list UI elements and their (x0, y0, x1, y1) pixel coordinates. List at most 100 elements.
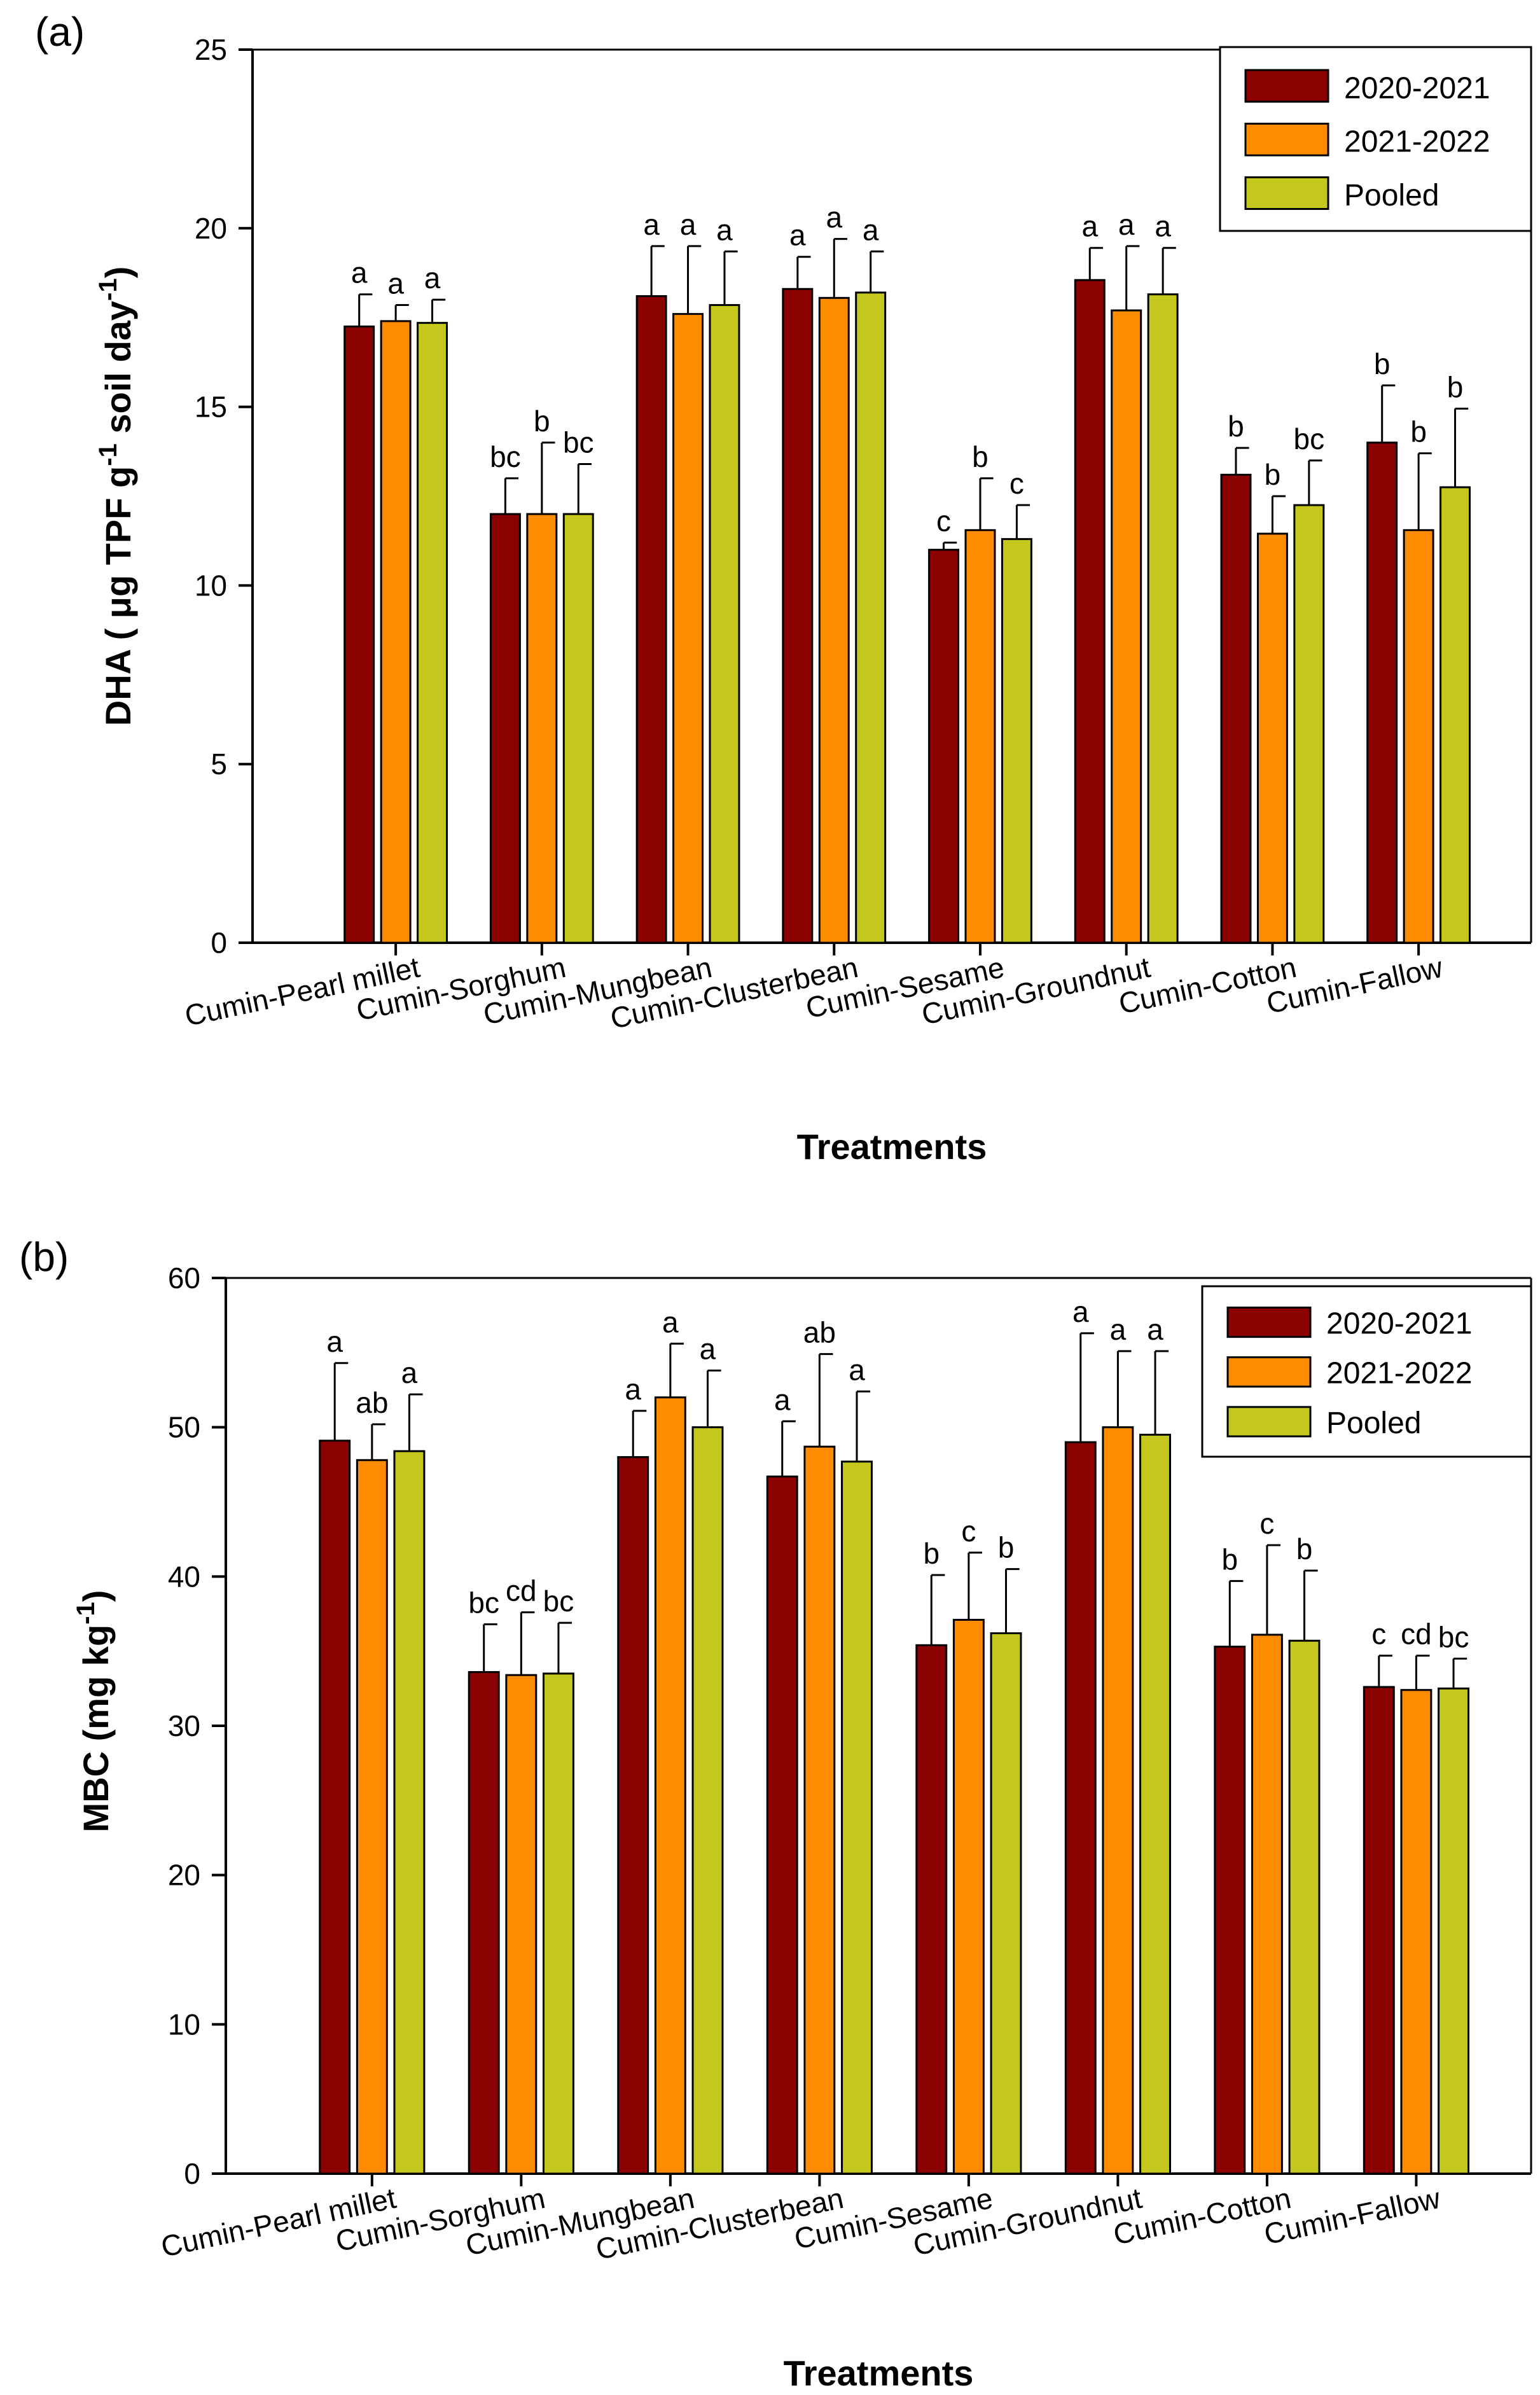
bar (343, 325, 375, 944)
significance-letter: a (662, 1305, 679, 1338)
y-tick-label: 40 (168, 1560, 200, 1593)
significance-letter: a (1072, 1295, 1089, 1328)
significance-letter: a (625, 1373, 641, 1406)
significance-letter: cd (1401, 1618, 1432, 1651)
significance-letter: b (534, 405, 550, 438)
x-axis-title: Treatments (797, 1127, 987, 1167)
significance-letter: a (700, 1332, 716, 1365)
panel-label: (a) (35, 9, 85, 55)
significance-letter: bc (1438, 1620, 1469, 1653)
bar (1256, 532, 1288, 944)
y-tick-label: 10 (168, 2008, 200, 2041)
bar (1366, 441, 1398, 944)
significance-letter: bc (1294, 422, 1325, 455)
panel-label: (b) (19, 1234, 69, 1280)
significance-letter: bc (468, 1586, 499, 1619)
bar (356, 1459, 388, 2175)
bar (393, 1450, 426, 2175)
significance-letter: bc (543, 1585, 574, 1618)
significance-letter: c (1259, 1507, 1274, 1540)
significance-letter: b (1374, 347, 1391, 380)
bar (1251, 1634, 1283, 2175)
legend-swatch (1244, 122, 1329, 156)
bar (319, 1440, 351, 2175)
y-tick-label: 0 (211, 926, 227, 959)
bar (1214, 1646, 1246, 2175)
bar (855, 291, 887, 944)
bar (915, 1644, 948, 2175)
bar (1064, 1441, 1097, 2175)
legend-label: 2021-2022 (1326, 1357, 1473, 1391)
bar (543, 1672, 574, 2175)
significance-letter: c (1009, 467, 1024, 500)
bar (562, 513, 594, 944)
y-tick-label: 15 (195, 391, 227, 424)
bar (1001, 538, 1032, 944)
y-tick-label: 25 (195, 33, 227, 66)
significance-letter: a (401, 1356, 418, 1389)
significance-letter: b (1228, 410, 1244, 443)
y-tick-label: 10 (195, 569, 227, 602)
significance-letter: b (1221, 1543, 1238, 1576)
significance-letter: b (1265, 458, 1281, 491)
significance-letter: a (863, 213, 879, 246)
significance-letter: ab (803, 1316, 836, 1349)
bar (1111, 309, 1142, 944)
y-tick-label: 30 (168, 1709, 200, 1742)
significance-letter: a (1110, 1313, 1127, 1346)
bar (841, 1461, 873, 2175)
bar (964, 529, 996, 944)
legend-label: Pooled (1326, 1406, 1421, 1440)
bar (928, 548, 960, 944)
significance-letter: c (961, 1515, 976, 1548)
significance-letter: a (826, 201, 842, 234)
bar (1438, 1687, 1470, 2175)
significance-letter: a (680, 208, 697, 241)
significance-letter: a (643, 208, 660, 241)
y-axis-title: MBC (mg kg-1) (72, 1590, 116, 1833)
bar (952, 1618, 985, 2175)
significance-letter: a (849, 1353, 865, 1386)
bar (526, 513, 558, 944)
significance-letter: a (351, 256, 368, 289)
legend-swatch (1244, 69, 1329, 103)
significance-letter: ab (356, 1386, 388, 1419)
legend-label: 2020-2021 (1344, 71, 1490, 105)
significance-letter: c (1371, 1618, 1386, 1651)
bar (766, 1475, 798, 2175)
significance-letter: bc (563, 426, 594, 459)
significance-letter: b (1447, 370, 1464, 403)
significance-letter: cd (506, 1574, 537, 1607)
y-tick-label: 60 (168, 1261, 200, 1295)
bar (654, 1396, 686, 2175)
y-tick-label: 5 (211, 747, 227, 781)
bar (468, 1671, 500, 2175)
bar (1363, 1686, 1395, 2175)
y-tick-label: 50 (168, 1411, 200, 1444)
bar (782, 288, 814, 944)
y-axis-title: DHA ( μg TPF g-1 soil day-1) (94, 267, 138, 726)
legend-label: 2020-2021 (1326, 1307, 1473, 1340)
bar (691, 1426, 724, 2175)
bar (672, 313, 704, 944)
significance-letter: a (1081, 210, 1098, 243)
bar (505, 1674, 538, 2175)
significance-letter: a (716, 213, 733, 246)
bar (1074, 279, 1106, 944)
bar (1403, 529, 1434, 944)
significance-letter: c (936, 504, 951, 538)
legend-swatch (1226, 1356, 1312, 1388)
bar (990, 1632, 1022, 2175)
significance-letter: a (1118, 208, 1135, 241)
significance-letter: b (1410, 415, 1427, 448)
significance-letter: b (972, 440, 989, 473)
bar (489, 513, 521, 944)
bar (1220, 473, 1252, 944)
bar (635, 295, 667, 944)
x-axis-title: Treatments (784, 2353, 974, 2393)
bar (709, 304, 740, 944)
bar (1139, 1433, 1171, 2175)
bar (1102, 1426, 1134, 2175)
legend-swatch (1226, 1307, 1312, 1338)
chart-panel-a: (a) 0 5 10 15 20 25 DHA ( μg TPF g-1 soil day-1… (35, 9, 1532, 1167)
